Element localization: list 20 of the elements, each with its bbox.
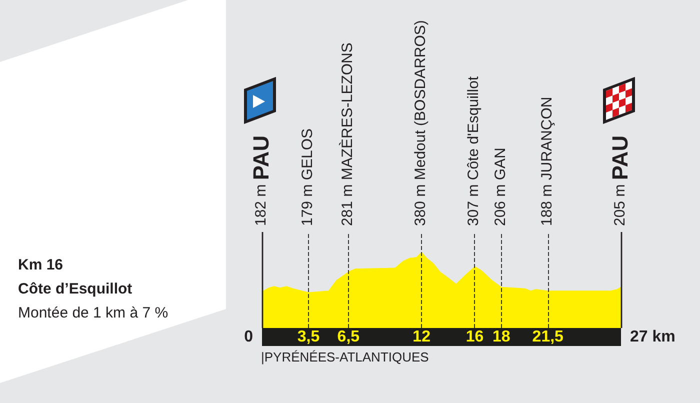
x-tick-label: 18 bbox=[492, 328, 510, 346]
x-tick-label: 16 bbox=[466, 328, 484, 346]
text: 0 bbox=[244, 328, 254, 346]
text: |PYRÉNÉES-ATLANTIQUES bbox=[261, 350, 430, 364]
ref-line-label: 188 m JURANÇON bbox=[538, 96, 556, 226]
ref-line-label: 281 m MAZÈRES-LEZONS bbox=[338, 42, 356, 226]
ref-line-label: 307 m Côte d'Esquillot bbox=[465, 76, 482, 226]
x-tick-label: 21,5 bbox=[532, 328, 564, 346]
x-tick-label: 6,5 bbox=[337, 328, 360, 346]
ref-line-label: 206 m GAN bbox=[492, 148, 509, 226]
ref-line-label: 182 m PAU bbox=[248, 135, 274, 226]
text: Montée de 1 km à 7 % bbox=[18, 304, 168, 322]
ref-line-label: 205 m PAU bbox=[608, 135, 632, 226]
text: Côte d’Esquillot bbox=[18, 280, 132, 298]
text: Km 16 bbox=[18, 256, 64, 274]
x-tick-label: 12 bbox=[412, 328, 431, 346]
ref-line-label: 179 m GELOS bbox=[299, 128, 316, 226]
x-tick-label: 3,5 bbox=[297, 328, 320, 346]
text: 27 km bbox=[630, 328, 676, 346]
ref-line-label: 380 m Medout (BOSDARROS) bbox=[412, 20, 430, 226]
